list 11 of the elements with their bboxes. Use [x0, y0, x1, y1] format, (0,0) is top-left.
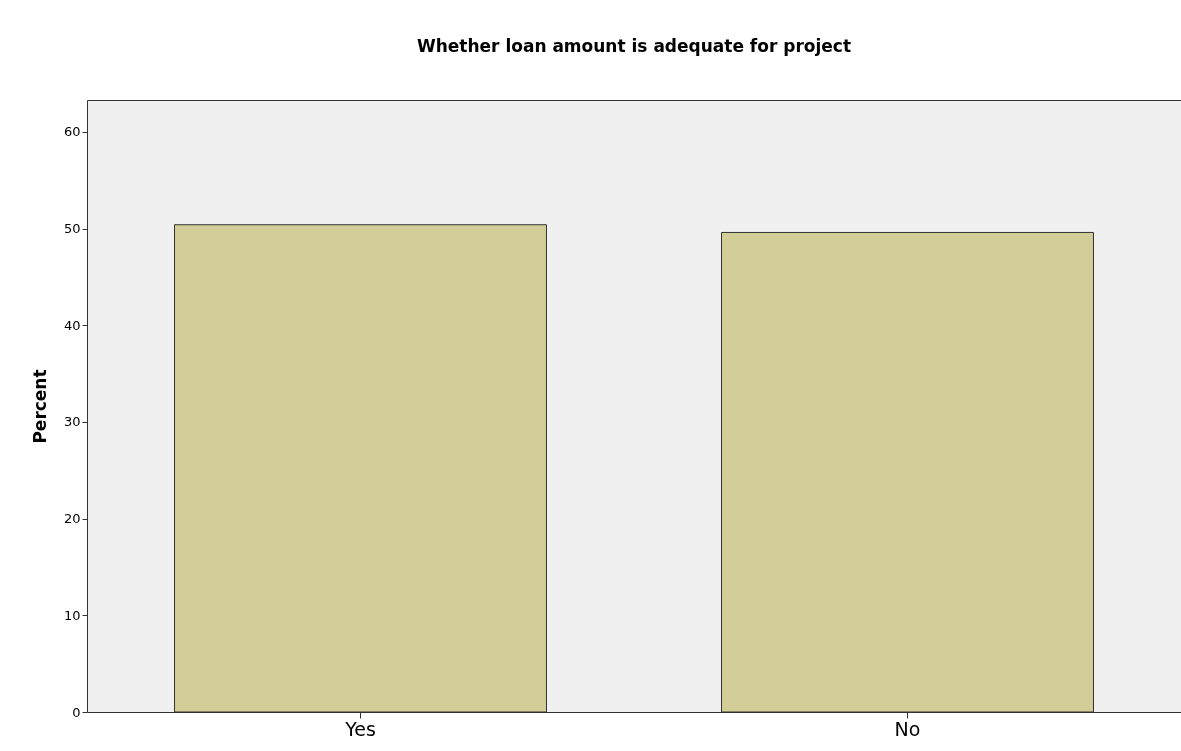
y-tick-label: 50: [63, 221, 81, 237]
y-tick-label: 20: [63, 511, 81, 527]
x-tick-label: No: [894, 717, 921, 740]
y-tick-label: 10: [63, 607, 81, 623]
y-tick-label: 40: [63, 317, 81, 333]
y-tick-label: 0: [72, 704, 81, 720]
chart-title: Whether loan amount is adequate for project: [416, 36, 852, 56]
y-tick-label: 60: [63, 124, 81, 140]
x-tick-label: Yes: [344, 717, 376, 740]
y-tick-label: 30: [63, 414, 81, 430]
y-axis-title: Percent: [29, 369, 50, 444]
